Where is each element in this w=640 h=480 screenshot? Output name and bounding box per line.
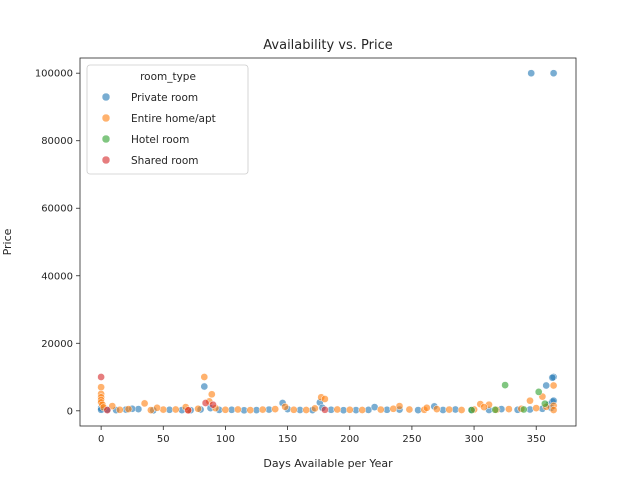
data-point <box>534 388 543 396</box>
data-point <box>200 382 209 391</box>
data-point <box>405 405 414 414</box>
data-point <box>321 395 329 403</box>
data-point <box>103 406 112 414</box>
data-point <box>281 402 289 411</box>
data-point <box>549 406 558 414</box>
data-point <box>234 405 242 414</box>
data-point <box>457 406 466 414</box>
x-tick-label: 200 <box>340 434 359 445</box>
y-tick-label: 100000 <box>35 69 73 80</box>
legend-label: Hotel room <box>131 134 189 146</box>
data-point <box>432 405 441 413</box>
data-point <box>221 405 230 414</box>
legend-title: room_type <box>140 71 196 83</box>
legend-marker <box>101 113 111 123</box>
y-tick-label: 40000 <box>41 271 73 282</box>
legend-label: Private room <box>131 92 198 104</box>
legend-marker <box>101 155 111 165</box>
data-point <box>207 390 216 399</box>
x-tick-label: 0 <box>98 434 104 445</box>
x-tick-label: 100 <box>216 434 235 445</box>
data-point <box>527 69 536 78</box>
data-point <box>549 381 558 390</box>
y-axis-label: Price <box>1 228 14 255</box>
legend-marker <box>101 92 111 102</box>
legend-label: Entire home/apt <box>131 113 216 125</box>
y-tick-label: 60000 <box>41 204 73 215</box>
points-layer <box>97 69 558 415</box>
data-point <box>519 405 528 414</box>
data-point <box>532 404 541 412</box>
data-point <box>302 406 311 414</box>
data-point <box>526 396 534 405</box>
legend-label: Shared room <box>131 155 198 167</box>
data-point <box>201 399 210 407</box>
data-point <box>491 405 500 414</box>
x-tick-label: 250 <box>402 434 421 445</box>
data-point <box>140 399 149 408</box>
data-point <box>209 400 217 409</box>
data-point <box>97 373 105 381</box>
data-point <box>321 405 329 414</box>
y-tick-label: 80000 <box>41 136 73 147</box>
legend: room_type Private room Entire home/apt Hot… <box>86 64 249 175</box>
data-point <box>480 403 488 411</box>
data-point <box>124 405 133 413</box>
x-tick-label: 50 <box>157 434 170 445</box>
data-point <box>501 381 509 389</box>
data-point <box>445 405 454 414</box>
data-point <box>333 405 342 414</box>
data-point <box>548 373 557 382</box>
x-axis: 0 50 100 150 200 250 300 350 <box>98 426 546 445</box>
y-tick-label: 20000 <box>41 339 73 350</box>
data-point <box>376 405 385 414</box>
data-point <box>358 406 367 414</box>
data-point <box>311 404 319 413</box>
data-point <box>389 404 398 413</box>
data-point <box>153 403 161 412</box>
data-point <box>194 404 202 413</box>
data-point <box>115 405 124 414</box>
data-point <box>549 69 558 78</box>
data-point <box>541 399 549 408</box>
data-point <box>271 405 280 413</box>
y-tick-label: 0 <box>67 406 73 417</box>
data-point <box>467 406 476 414</box>
chart-title: Availability vs. Price <box>263 38 392 53</box>
plot-frame <box>79 57 577 427</box>
data-point <box>345 405 354 414</box>
data-point <box>289 405 298 414</box>
x-tick-label: 350 <box>527 434 546 445</box>
y-axis: 0 20000 40000 60000 80000 100000 <box>35 69 80 417</box>
legend-marker <box>101 134 111 144</box>
x-axis-label: Days Available per Year <box>263 457 393 470</box>
data-point <box>258 405 267 414</box>
data-point <box>97 383 105 392</box>
data-point <box>505 405 513 413</box>
x-tick-label: 150 <box>278 434 297 445</box>
data-point <box>542 381 551 390</box>
data-point <box>184 406 193 415</box>
x-tick-label: 300 <box>465 434 484 445</box>
data-point <box>200 373 209 381</box>
data-point <box>108 402 117 410</box>
data-point <box>171 405 180 414</box>
data-point <box>422 403 431 412</box>
legend-box <box>86 64 249 175</box>
data-point <box>246 406 255 414</box>
